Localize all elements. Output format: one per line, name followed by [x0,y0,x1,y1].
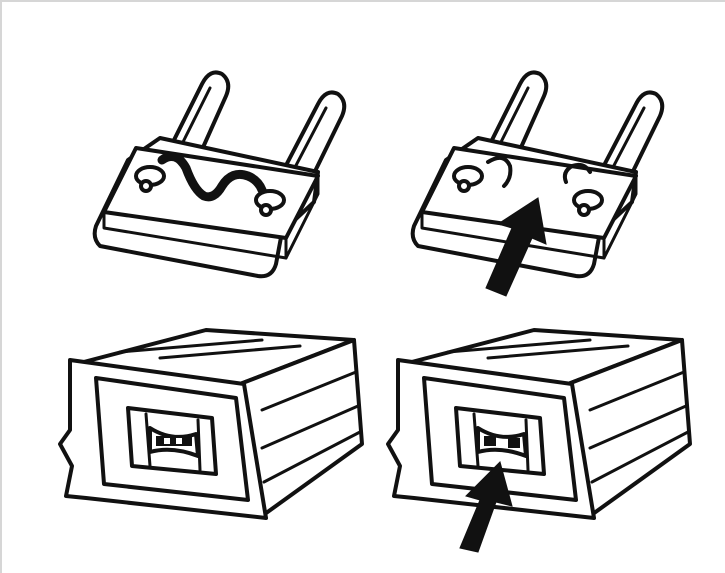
pointer-arrow-icon [485,197,547,297]
intact-blade-fuse [92,70,347,279]
fuse-element-broken-left [486,155,513,188]
fuse-element-intact [157,151,267,202]
blown-cartridge-fuse [386,328,692,553]
frame-left-edge [0,0,2,573]
fuse-element-broken-right [562,162,592,184]
frame-top-edge [0,0,725,2]
intact-cartridge-fuse [58,328,364,520]
fuse-element-intact [156,436,192,446]
pointer-arrow-icon [459,461,513,553]
fuse-element-broken-left [484,436,496,446]
fuse-element-broken-right [508,438,520,448]
blown-blade-fuse [410,70,665,297]
